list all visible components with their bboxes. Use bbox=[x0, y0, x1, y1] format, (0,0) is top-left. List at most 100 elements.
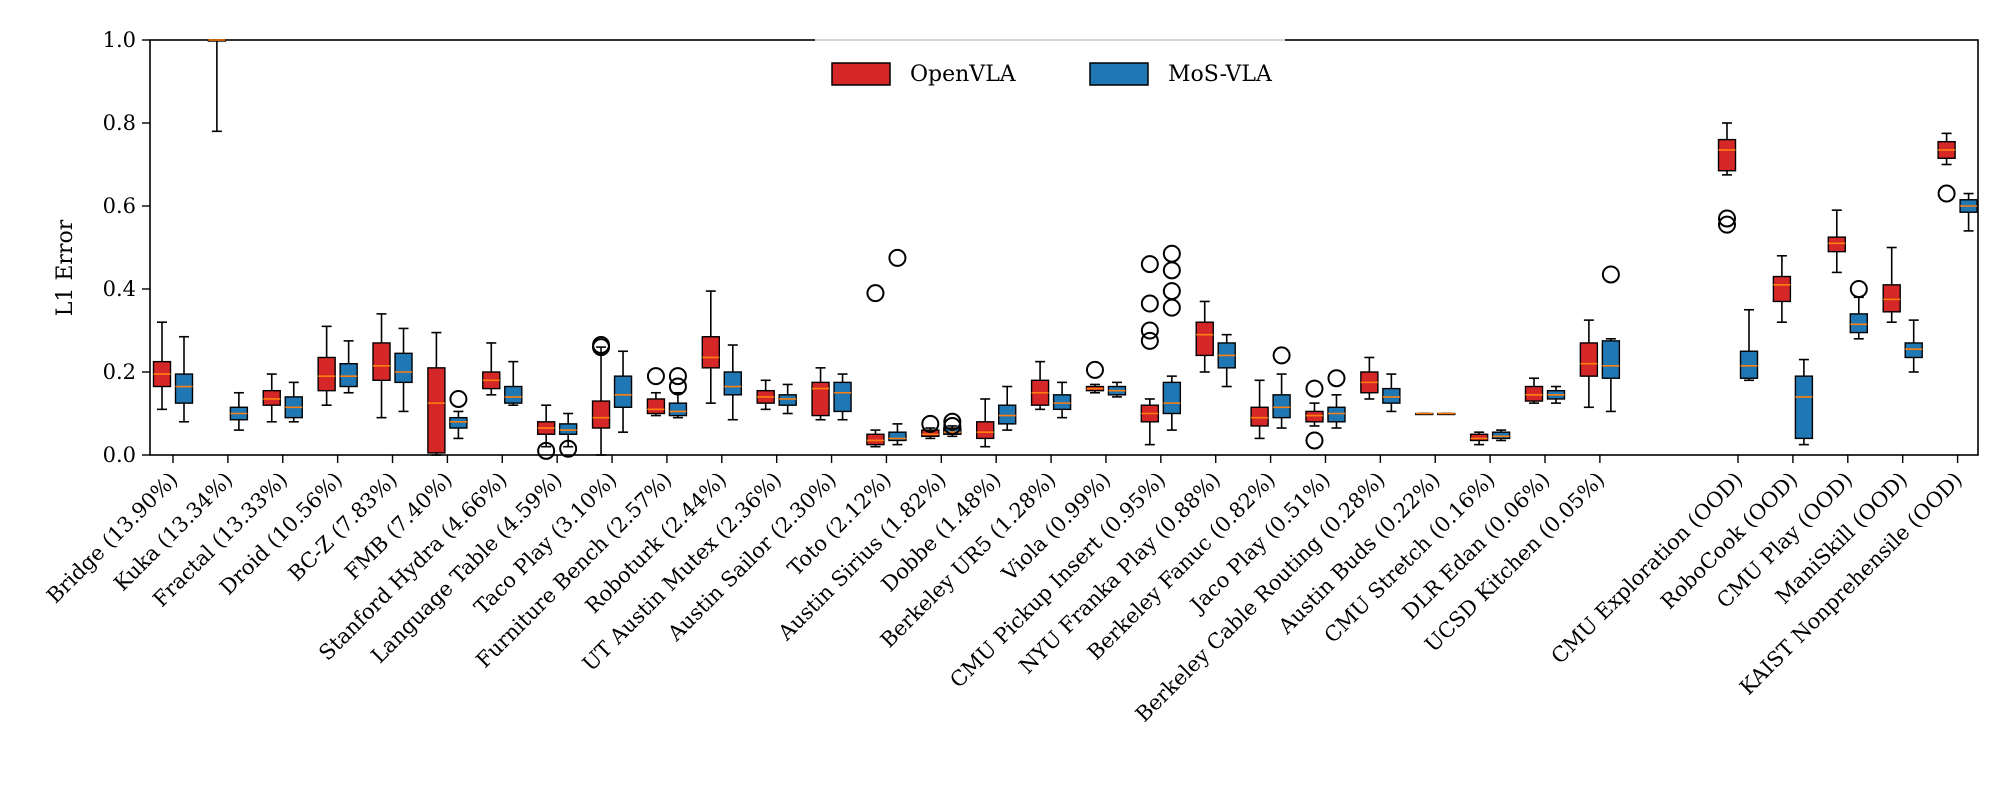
box-iqr bbox=[613, 375, 633, 408]
box-openvla bbox=[1030, 360, 1050, 411]
y-axis-label: L1 Error bbox=[53, 219, 78, 316]
box-iqr bbox=[1272, 394, 1291, 419]
box-outlier bbox=[1849, 280, 1868, 298]
box-outlier bbox=[1718, 215, 1736, 234]
box-openvla bbox=[1827, 209, 1847, 274]
box-iqr bbox=[921, 429, 940, 438]
box-iqr bbox=[1739, 350, 1759, 379]
box-outlier bbox=[1140, 294, 1159, 313]
box-iqr bbox=[1772, 275, 1792, 303]
box-iqr bbox=[833, 381, 852, 413]
box-outlier bbox=[668, 367, 687, 386]
box-outlier bbox=[1272, 346, 1291, 365]
box-mos-vla bbox=[174, 335, 194, 423]
box-iqr bbox=[1195, 321, 1214, 357]
box-outlier bbox=[1140, 321, 1159, 340]
box-mos-vla bbox=[229, 391, 249, 431]
box-iqr bbox=[1827, 236, 1847, 253]
box-iqr bbox=[1717, 138, 1737, 172]
box-iqr bbox=[1794, 375, 1814, 440]
box-outlier bbox=[1601, 265, 1620, 284]
box-mos-vla bbox=[394, 327, 413, 413]
box-iqr bbox=[427, 367, 446, 454]
box-openvla bbox=[591, 336, 611, 456]
box-mos-vla bbox=[1272, 346, 1291, 429]
box-iqr bbox=[1250, 406, 1269, 427]
box-openvla bbox=[1085, 360, 1105, 394]
box-iqr bbox=[174, 373, 194, 404]
box-outlier bbox=[943, 416, 962, 435]
box-outlier bbox=[1718, 209, 1736, 228]
box-outlier bbox=[943, 412, 962, 431]
box-openvla bbox=[152, 321, 172, 411]
box-iqr bbox=[701, 336, 720, 369]
box-iqr bbox=[1579, 342, 1599, 377]
box-openvla bbox=[1250, 379, 1269, 440]
box-openvla bbox=[317, 325, 336, 407]
box-outlier bbox=[537, 441, 556, 460]
box-iqr bbox=[723, 371, 742, 396]
box-mos-vla bbox=[778, 383, 797, 415]
box-outlier bbox=[1140, 331, 1159, 350]
box-mos-vla bbox=[504, 360, 523, 407]
box-outlier bbox=[921, 414, 940, 433]
box-openvla bbox=[427, 331, 446, 456]
box-mos-vla bbox=[723, 344, 742, 421]
box-iqr bbox=[1601, 340, 1621, 379]
box-openvla bbox=[372, 313, 391, 419]
box-openvla bbox=[756, 379, 775, 411]
legend-swatch-mos-vla bbox=[1089, 62, 1149, 86]
box-mos-vla bbox=[943, 412, 962, 438]
box-mos-vla bbox=[1739, 308, 1759, 382]
box-openvla bbox=[207, 39, 227, 133]
box-mos-vla bbox=[1849, 280, 1869, 340]
box-openvla bbox=[1360, 356, 1379, 400]
box-mos-vla bbox=[1437, 412, 1456, 416]
box-iqr bbox=[1305, 410, 1324, 423]
box-openvla bbox=[1195, 300, 1214, 373]
box-openvla bbox=[1579, 319, 1599, 409]
box-iqr bbox=[888, 431, 907, 442]
box-mos-vla bbox=[1327, 369, 1346, 429]
box-iqr bbox=[1882, 284, 1901, 313]
box-mos-vla bbox=[284, 381, 303, 423]
box-iqr bbox=[449, 416, 468, 429]
box-mos-vla bbox=[1382, 373, 1401, 413]
box-iqr bbox=[558, 423, 578, 435]
box-iqr bbox=[339, 363, 358, 388]
box-outlier bbox=[1305, 431, 1324, 450]
box-outlier bbox=[1327, 369, 1346, 388]
box-openvla bbox=[1415, 412, 1434, 416]
box-openvla bbox=[1305, 379, 1324, 450]
box-mos-vla bbox=[339, 340, 358, 394]
box-outlier bbox=[449, 389, 468, 408]
box-iqr bbox=[372, 342, 391, 382]
box-outlier bbox=[1305, 379, 1324, 398]
box-mos-vla bbox=[558, 412, 578, 458]
box-iqr bbox=[668, 402, 688, 417]
box-outlier bbox=[888, 248, 907, 267]
legend-label-openvla: OpenVLA bbox=[910, 62, 1017, 87]
box-mos-vla bbox=[613, 350, 633, 433]
y-tick-label: 0.6 bbox=[103, 194, 136, 218]
box-iqr bbox=[1162, 381, 1182, 415]
box-iqr bbox=[1524, 385, 1544, 402]
box-iqr bbox=[1904, 342, 1923, 359]
box-outlier bbox=[646, 367, 665, 386]
box-mos-vla bbox=[1904, 319, 1923, 373]
box-iqr bbox=[646, 398, 666, 415]
box-mos-vla bbox=[1162, 244, 1182, 431]
box-outlier bbox=[559, 439, 578, 458]
box-openvla bbox=[866, 284, 885, 448]
box-iqr bbox=[866, 433, 885, 446]
box-openvla bbox=[1717, 122, 1737, 234]
box-mos-vla bbox=[1546, 385, 1566, 404]
box-mos-vla bbox=[1052, 381, 1072, 419]
box-outlier bbox=[1162, 282, 1181, 301]
box-openvla bbox=[1469, 431, 1489, 446]
box-openvla bbox=[811, 367, 830, 421]
box-openvla bbox=[646, 367, 666, 417]
y-tick-label: 0.8 bbox=[103, 111, 136, 135]
box-iqr bbox=[1052, 394, 1072, 411]
